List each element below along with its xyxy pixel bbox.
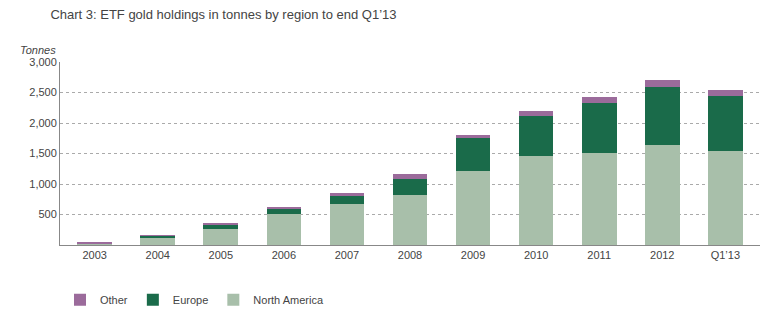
svg-text:2004: 2004 <box>146 249 170 261</box>
svg-text:1,000: 1,000 <box>29 178 57 190</box>
svg-text:North America: North America <box>253 294 324 306</box>
svg-text:2006: 2006 <box>272 249 296 261</box>
svg-text:Q1’13: Q1’13 <box>711 249 740 261</box>
svg-text:2007: 2007 <box>335 249 359 261</box>
svg-text:2011: 2011 <box>587 249 611 261</box>
svg-text:Other: Other <box>100 294 128 306</box>
svg-text:Chart 3: ETF gold holdings in: Chart 3: ETF gold holdings in tonnes by … <box>50 7 396 22</box>
svg-text:2005: 2005 <box>209 249 233 261</box>
svg-text:2008: 2008 <box>398 249 422 261</box>
svg-text:2,000: 2,000 <box>29 117 57 129</box>
svg-text:2009: 2009 <box>461 249 485 261</box>
svg-text:1,500: 1,500 <box>29 147 57 159</box>
svg-text:2010: 2010 <box>524 249 548 261</box>
svg-text:Europe: Europe <box>173 294 208 306</box>
svg-text:2,500: 2,500 <box>29 86 57 98</box>
svg-text:3,000: 3,000 <box>29 56 57 68</box>
svg-text:2012: 2012 <box>650 249 674 261</box>
svg-text:500: 500 <box>38 208 56 220</box>
svg-text:2003: 2003 <box>82 249 106 261</box>
svg-text:Tonnes: Tonnes <box>20 44 56 56</box>
